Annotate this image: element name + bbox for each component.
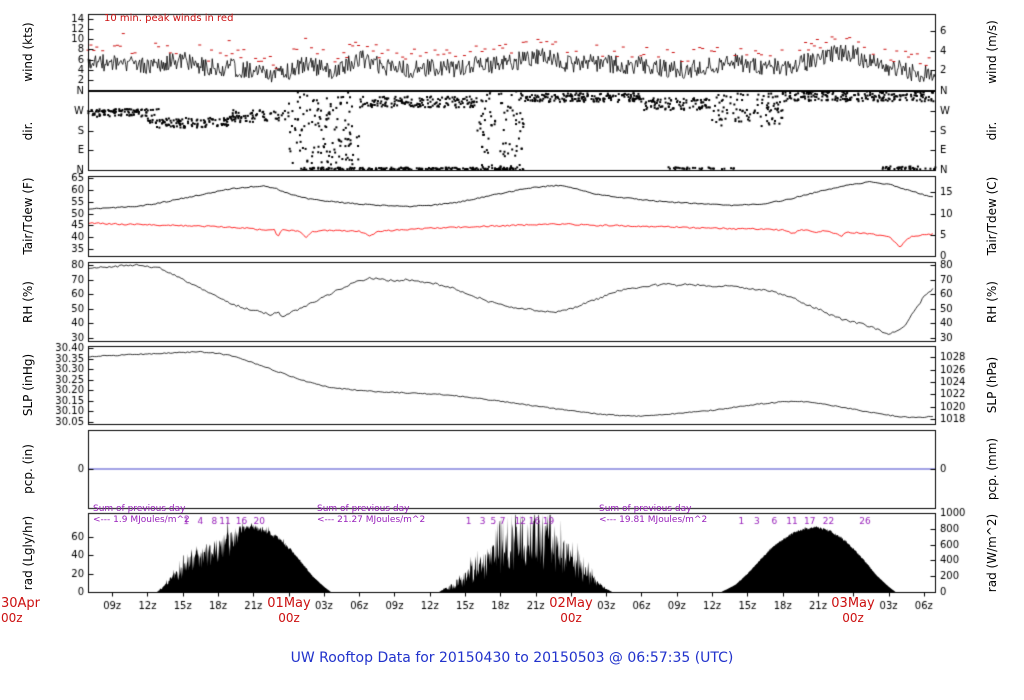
rad-sum-annotation-1-line1: Sum of previous day bbox=[93, 504, 186, 514]
date-label-30apr: 30Apr 00z bbox=[1, 596, 41, 626]
rad-sum-annotation-3-line1: Sum of previous day bbox=[599, 504, 692, 514]
date-label-01may: 01May 00z bbox=[267, 596, 311, 626]
chart-title: UW Rooftop Data for 20150430 to 20150503… bbox=[290, 650, 734, 666]
peak-wind-note: 10 min. peak winds in red bbox=[104, 13, 234, 24]
date-label-01may-date: 01May bbox=[267, 596, 311, 611]
date-label-02may: 02May 00z bbox=[549, 596, 593, 626]
date-label-02may-hour: 00z bbox=[560, 611, 582, 625]
rad-sum-annotation-2: Sum of previous day <--- 21.27 MJoules/m… bbox=[317, 504, 425, 526]
date-label-03may-date: 03May bbox=[831, 596, 875, 611]
date-label-03may: 03May 00z bbox=[831, 596, 875, 626]
date-label-01may-hour: 00z bbox=[278, 611, 300, 625]
rad-sum-annotation-3: Sum of previous day <--- 19.81 MJoules/m… bbox=[599, 504, 707, 526]
date-label-30apr-hour: 00z bbox=[1, 611, 23, 625]
rad-sum-annotation-3-line2: <--- 19.81 MJoules/m^2 bbox=[599, 515, 708, 525]
rad-sum-annotation-2-line1: Sum of previous day bbox=[317, 504, 410, 514]
rad-sum-annotation-1: Sum of previous day <--- 1.9 MJoules/m^2 bbox=[93, 504, 190, 526]
rad-sum-annotation-2-line2: <--- 21.27 MJoules/m^2 bbox=[317, 515, 426, 525]
rad-sum-annotation-1-line2: <--- 1.9 MJoules/m^2 bbox=[93, 515, 190, 525]
date-label-02may-date: 02May bbox=[549, 596, 593, 611]
date-label-30apr-date: 30Apr bbox=[1, 596, 41, 611]
date-label-03may-hour: 00z bbox=[842, 611, 864, 625]
